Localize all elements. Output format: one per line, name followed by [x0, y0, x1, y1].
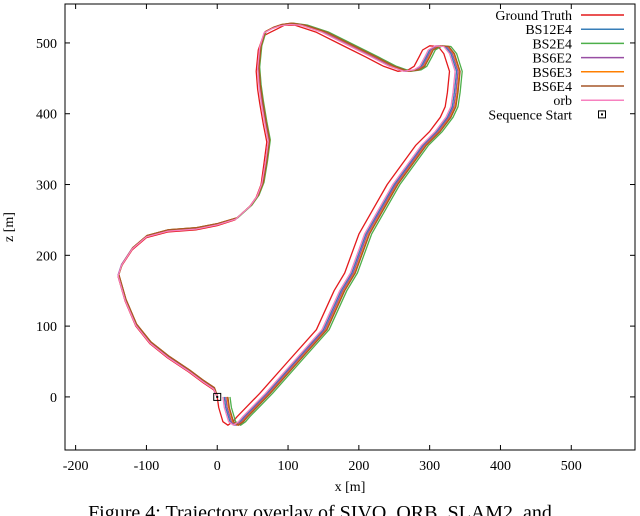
x-tick-label-7: 500 [561, 459, 582, 474]
x-tick-label-4: 200 [348, 459, 369, 474]
legend-marker-dot-7 [601, 113, 603, 116]
figure-caption: Figure 4: Trajectory overlay of SIVO, OR… [88, 502, 552, 516]
series-line-6 [117, 23, 456, 426]
legend-label-3: BS6E2 [532, 52, 572, 67]
y-tick-label-0: 0 [50, 391, 57, 406]
x-tick-label-5: 300 [419, 459, 440, 474]
plot-frame [64, 3, 636, 451]
plot-lines [117, 22, 463, 426]
x-tick-label-0: -200 [63, 459, 89, 474]
legend-label-1: BS12E4 [525, 23, 572, 38]
legend: Ground TruthBS12E4BS2E4BS6E2BS6E3BS6E4or… [488, 9, 624, 123]
series-line-4 [118, 22, 461, 426]
legend-label-0: Ground Truth [495, 9, 572, 24]
markers [213, 392, 222, 401]
y-tick-label-3: 300 [36, 179, 57, 194]
legend-label-6: orb [553, 94, 572, 109]
x-axis-label: x [m] [335, 480, 366, 495]
y-axis-label: z [m] [2, 212, 17, 242]
marker-start-dot-0 [216, 395, 219, 398]
x-tick-label-3: 100 [278, 459, 299, 474]
trajectory-chart: -200 -100 0 100 200 300 400 500 0 100 200 300 400 50… [2, 3, 636, 495]
y-tick-label-5: 500 [36, 37, 57, 52]
series-line-0 [117, 24, 451, 426]
y-axis-ticks: 0 100 200 300 400 500 [36, 37, 635, 406]
x-tick-label-1: -100 [134, 459, 160, 474]
y-tick-label-4: 400 [36, 108, 57, 123]
legend-label-5: BS6E4 [532, 80, 572, 95]
x-tick-label-6: 400 [490, 459, 511, 474]
x-axis-ticks: -200 -100 0 100 200 300 400 500 [63, 4, 582, 474]
x-tick-label-2: 0 [214, 459, 221, 474]
legend-label-2: BS2E4 [532, 37, 572, 52]
y-tick-label-2: 200 [36, 249, 57, 264]
y-tick-label-1: 100 [36, 320, 57, 335]
marker-start-square-0 [213, 392, 222, 401]
series-line-1 [117, 23, 458, 426]
series-line-5 [118, 22, 461, 426]
series-line-3 [117, 23, 459, 426]
legend-label-7: Sequence Start [488, 108, 572, 123]
legend-marker-square-7 [598, 110, 606, 119]
legend-label-4: BS6E3 [532, 66, 572, 81]
